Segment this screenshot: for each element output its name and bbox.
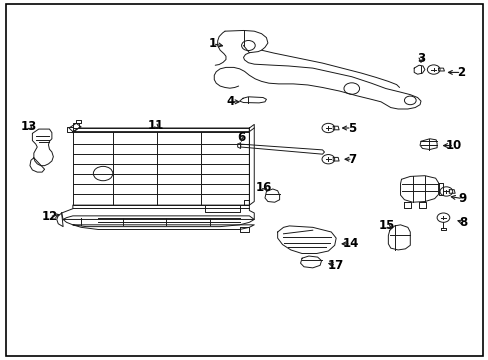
Text: 8: 8 (458, 216, 466, 229)
Text: 2: 2 (456, 66, 465, 79)
Text: 9: 9 (458, 192, 466, 205)
Text: 1: 1 (208, 37, 216, 50)
Text: 6: 6 (237, 131, 245, 144)
Text: 3: 3 (416, 51, 424, 64)
Text: 15: 15 (378, 219, 395, 232)
Text: 17: 17 (327, 259, 344, 272)
Text: 11: 11 (147, 119, 163, 132)
Text: 7: 7 (348, 153, 356, 166)
Text: 13: 13 (20, 120, 37, 133)
Text: 4: 4 (226, 95, 235, 108)
Text: 5: 5 (347, 122, 355, 135)
Text: 14: 14 (342, 237, 358, 250)
Text: 16: 16 (255, 181, 272, 194)
Text: 10: 10 (445, 139, 461, 152)
Text: 12: 12 (41, 210, 58, 223)
